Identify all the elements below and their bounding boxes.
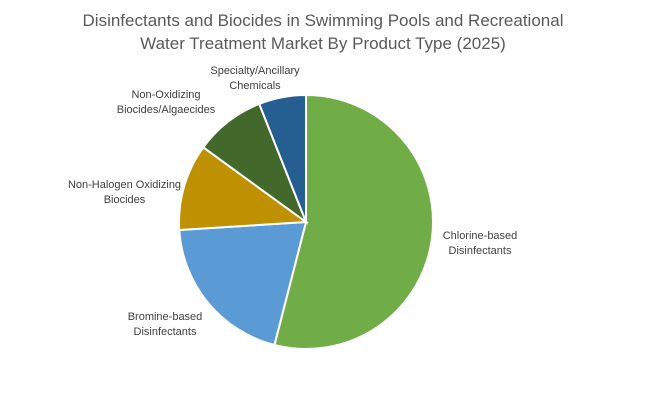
data-label-non-halogen: Non-Halogen Oxidizing Biocides [67,179,182,206]
data-label-bromine: Bromine-based Disinfectants [127,311,203,338]
pie-slice-specialty-ancillary-chemicals [257,93,307,223]
pie-slice-chlorine-based-disinfectants [273,93,434,350]
data-label-specialty: Specialty/Ancillary Chemicals [210,65,300,92]
chart-title: Disinfectants and Biocides in Swimming P… [82,11,564,53]
data-label-chlorine: Chlorine-based Disinfectants [442,230,518,257]
pie-slice-bromine-based-disinfectants [178,220,308,347]
pie-slice-non-halogen-oxidizing-biocides [178,145,309,232]
data-label-non-oxidizing: Non-Oxidizing Biocides/Algaecides [116,89,216,116]
